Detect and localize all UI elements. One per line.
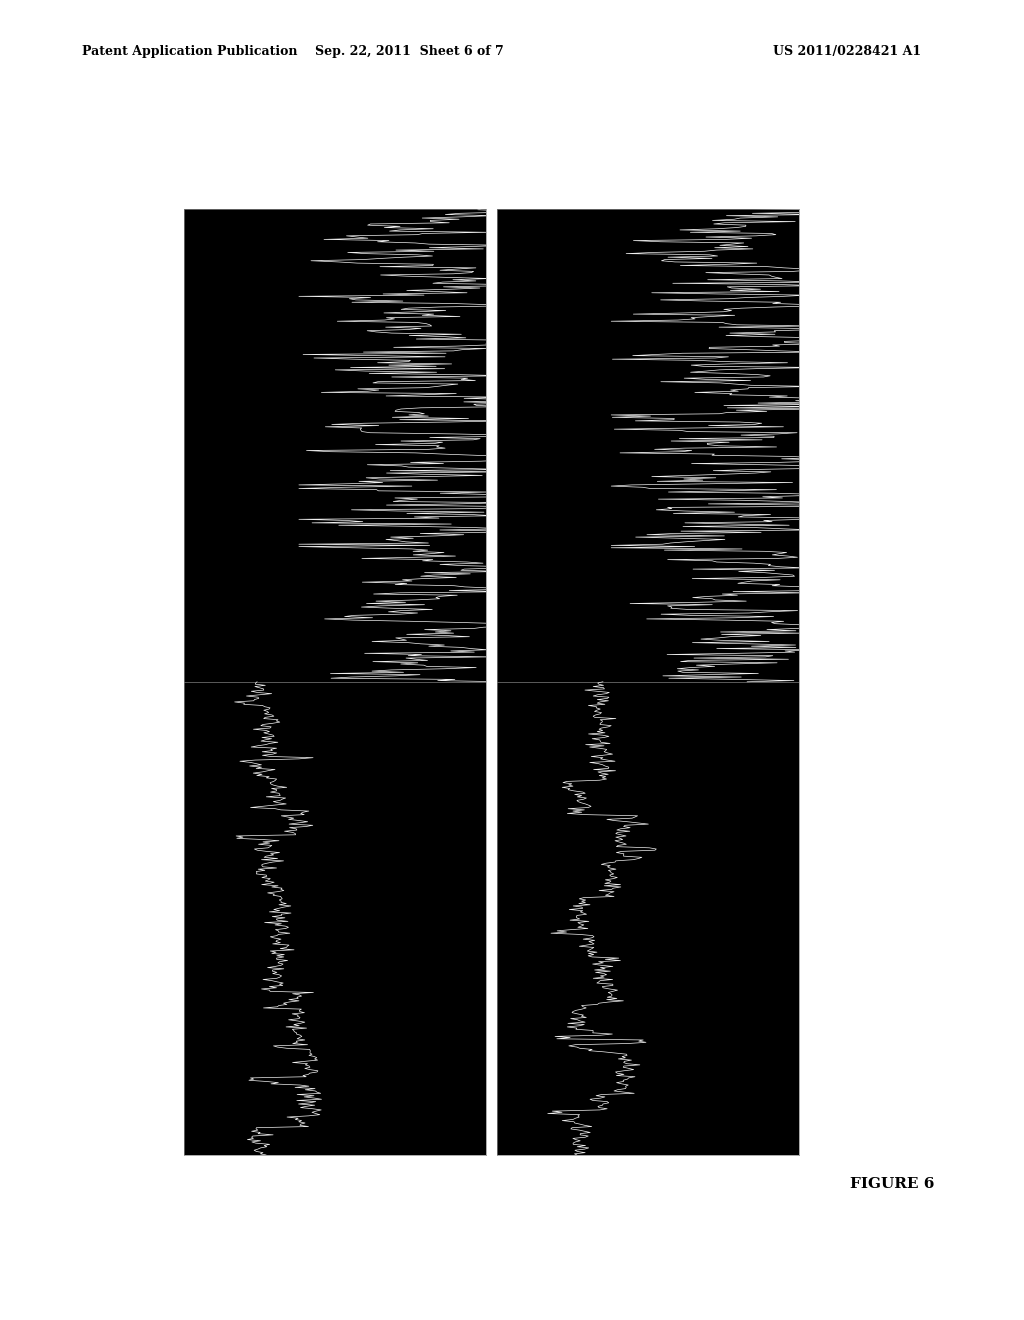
Text: US 2011/0228421 A1: US 2011/0228421 A1: [773, 45, 922, 58]
Text: ►: ►: [809, 185, 815, 190]
Text: +⊠♦♂: +⊠♦♂: [274, 180, 301, 189]
Text: FIGURE 6: FIGURE 6: [850, 1177, 934, 1192]
Text: ◄  |15,64►: ◄ |15,64►: [187, 180, 228, 189]
Text: |15,64►: |15,64►: [151, 185, 172, 190]
Text: Sep. 22, 2011  Sheet 6 of 7: Sep. 22, 2011 Sheet 6 of 7: [315, 45, 504, 58]
Text: 233: 233: [381, 180, 398, 189]
Text: |18,019,900,000ps: |18,019,900,000ps: [816, 214, 821, 260]
Text: |15,600,000,000ps: |15,600,000,000ps: [172, 968, 177, 1020]
Text: +⊠♦♂: +⊠♦♂: [582, 180, 607, 189]
Text: |15,560,000,000ps: |15,560,000,000ps: [172, 656, 177, 708]
Text: Patent Application Publication: Patent Application Publication: [82, 45, 297, 58]
Text: ►: ►: [774, 180, 781, 189]
Text: 0: 0: [816, 1106, 821, 1109]
Text: |2,000,000,000: |2,000,000,000: [816, 919, 821, 956]
Text: |15,520,000,000ps: |15,520,000,000ps: [172, 352, 177, 405]
Text: |8,000,000,000: |8,000,000,000: [816, 521, 821, 558]
Text: ►| 56 ◄: ►| 56 ◄: [497, 180, 525, 189]
Text: |4,000,000,000: |4,000,000,000: [816, 787, 821, 824]
Text: |6,000,000,000: |6,000,000,000: [816, 653, 821, 692]
Text: |10,000,000,000: |10,000,000,000: [816, 387, 821, 428]
Text: 217: 217: [678, 180, 695, 189]
